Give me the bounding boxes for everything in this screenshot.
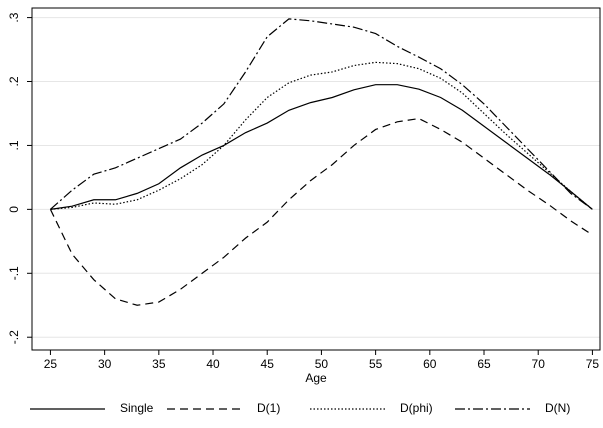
x-tick-label: 55 — [369, 357, 383, 371]
legend-label: D(N) — [545, 401, 570, 415]
y-tick-label: .2 — [7, 76, 21, 86]
y-tick-label: .1 — [7, 140, 21, 150]
y-tick-label: 0 — [7, 206, 21, 213]
x-tick-label: 75 — [586, 357, 600, 371]
x-tick-label: 25 — [44, 357, 58, 371]
x-tick-label: 50 — [315, 357, 329, 371]
line — [50, 84, 593, 210]
x-tick-label: 35 — [152, 357, 166, 371]
line — [50, 18, 593, 210]
legend-label: D(1) — [257, 401, 280, 415]
x-tick-label: 40 — [206, 357, 220, 371]
x-tick-label: 30 — [98, 357, 112, 371]
x-tick-label: 60 — [423, 357, 437, 371]
line — [49, 117, 593, 306]
legend-label: Single — [120, 401, 154, 415]
x-tick-label: 70 — [532, 357, 546, 371]
y-tick-label: .3 — [7, 12, 21, 22]
y-tick-label: -.1 — [7, 266, 21, 280]
x-tick-label: 65 — [477, 357, 491, 371]
line — [50, 61, 593, 210]
x-tick-label: 45 — [261, 357, 275, 371]
plot-frame — [31, 7, 601, 351]
legend-label: D(phi) — [400, 401, 433, 415]
x-axis-label: Age — [305, 371, 327, 385]
y-tick-label: -.2 — [7, 330, 21, 344]
